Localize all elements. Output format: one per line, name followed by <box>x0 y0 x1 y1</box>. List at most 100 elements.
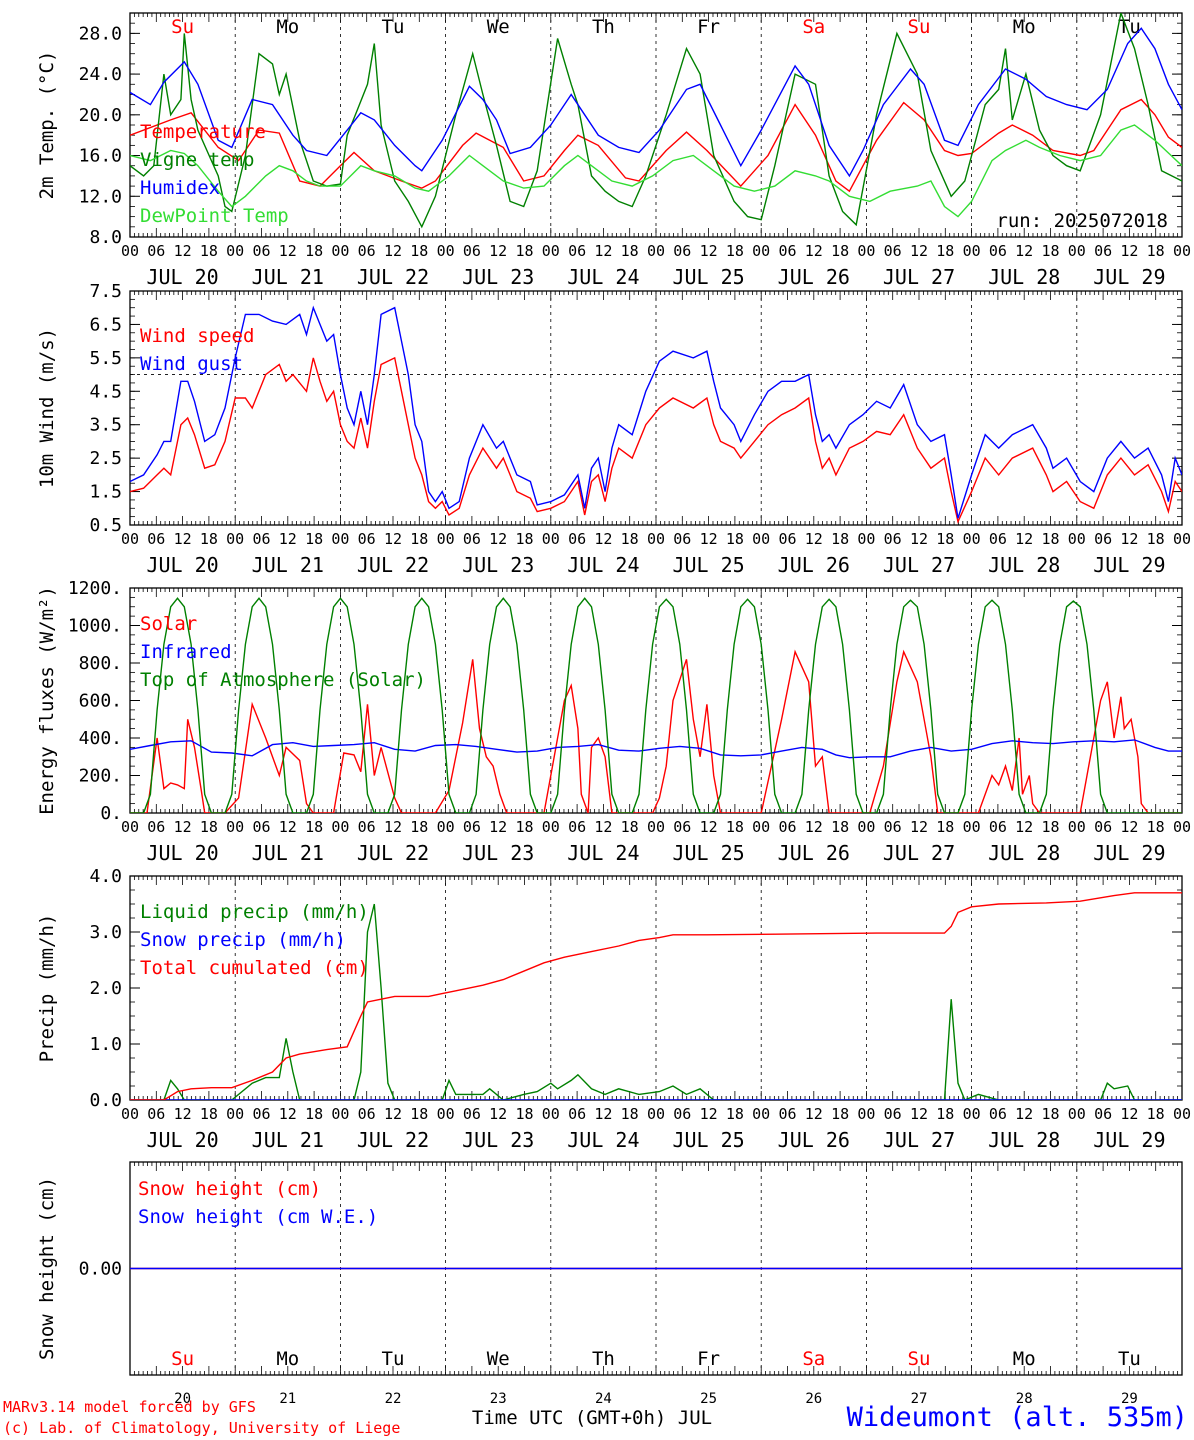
day-number-label: 23 <box>490 1391 507 1407</box>
x-date-label: JUL 29 <box>1093 841 1165 865</box>
x-date-label: JUL 20 <box>146 841 218 865</box>
x-hour-label: 12 <box>910 530 928 548</box>
x-hour-label: 06 <box>884 1105 902 1123</box>
y-tick-label: 4.0 <box>89 866 122 887</box>
legend-entry: Infrared <box>140 641 232 663</box>
x-date-label: JUL 28 <box>988 1128 1060 1152</box>
x-hour-label: 00 <box>647 1105 665 1123</box>
x-hour-label: 18 <box>1041 242 1059 260</box>
x-hour-label: 18 <box>831 1105 849 1123</box>
x-hour-label: 00 <box>331 818 349 836</box>
legend-entry: Snow precip (mm/h) <box>140 929 346 951</box>
weekday-label: Mo <box>1013 1348 1036 1370</box>
x-hour-label: 18 <box>410 818 428 836</box>
x-hour-label: 12 <box>1120 530 1138 548</box>
x-hour-label: 18 <box>831 242 849 260</box>
x-hour-label: 18 <box>726 242 744 260</box>
x-hour-label: 00 <box>331 530 349 548</box>
x-hour-label: 12 <box>174 1105 192 1123</box>
series-line-infrared <box>130 739 1182 759</box>
panel-4: 0.0 1.0 2.0 3.0 4.0 Precip (mm/h) 00 06 12 18 00 06… <box>36 866 1191 1152</box>
x-hour-label: 18 <box>936 242 954 260</box>
weekday-label: Mo <box>276 1348 299 1370</box>
x-hour-label: 00 <box>437 1105 455 1123</box>
x-hour-label: 18 <box>200 530 218 548</box>
x-hour-label: 00 <box>963 818 981 836</box>
x-hour-label: 18 <box>1041 1105 1059 1123</box>
x-hour-label: 12 <box>174 530 192 548</box>
x-hour-label: 12 <box>279 530 297 548</box>
x-hour-label: 18 <box>515 818 533 836</box>
x-hour-label: 18 <box>1147 818 1165 836</box>
x-date-label: JUL 26 <box>778 265 850 289</box>
legend-entry: Solar <box>140 613 197 635</box>
y-tick-label: 2.5 <box>89 448 122 469</box>
x-hour-label: 18 <box>936 818 954 836</box>
y-tick-label: 0. <box>100 803 122 824</box>
series-line-dewpoint-temp <box>130 124 1182 218</box>
x-hour-label: 00 <box>752 530 770 548</box>
panel-5: 0.00 Snow height (cm) Su 20 Mo 21 Tu 22 We 23 Th 24… <box>36 1161 1183 1407</box>
x-date-label: JUL 27 <box>883 553 955 577</box>
x-hour-label: 00 <box>226 242 244 260</box>
x-date-label: JUL 23 <box>462 841 534 865</box>
x-hour-label: 06 <box>358 1105 376 1123</box>
legend-entry: Vigne temp <box>140 149 254 171</box>
x-date-label: JUL 29 <box>1093 553 1165 577</box>
x-hour-label: 00 <box>752 818 770 836</box>
x-hour-label: 06 <box>568 242 586 260</box>
x-hour-label: 00 <box>226 1105 244 1123</box>
x-hour-label: 06 <box>568 1105 586 1123</box>
x-hour-label: 00 <box>1068 1105 1086 1123</box>
x-date-label: JUL 23 <box>462 553 534 577</box>
x-hour-label: 00 <box>542 530 560 548</box>
x-hour-label: 06 <box>463 242 481 260</box>
x-hour-label: 00 <box>121 242 139 260</box>
x-hour-label: 18 <box>515 530 533 548</box>
x-date-label: JUL 24 <box>567 265 639 289</box>
weekday-label: Tu <box>1118 1348 1141 1370</box>
x-hour-label: 06 <box>252 242 270 260</box>
legend-entry: Snow height (cm) <box>138 1178 321 1200</box>
day-number-label: 20 <box>174 1391 191 1407</box>
legend-entry: Snow height (cm W.E.) <box>138 1206 378 1228</box>
legend-entry: Humidex <box>140 177 220 199</box>
y-axis-label: 10m Wind (m/s) <box>36 328 58 488</box>
x-date-label: JUL 22 <box>357 553 429 577</box>
y-axis-label: Energy fluxes (W/m²) <box>36 586 58 815</box>
x-date-label: JUL 20 <box>146 1128 218 1152</box>
x-hour-label: 06 <box>989 1105 1007 1123</box>
x-hour-label: 18 <box>1147 1105 1165 1123</box>
day-number-label: 24 <box>595 1391 612 1407</box>
x-hour-label: 06 <box>147 530 165 548</box>
x-hour-label: 06 <box>778 530 796 548</box>
x-hour-label: 00 <box>647 242 665 260</box>
x-hour-label: 18 <box>410 242 428 260</box>
y-tick-label: 400. <box>79 728 122 749</box>
x-hour-label: 12 <box>1120 242 1138 260</box>
x-date-label: JUL 25 <box>672 841 744 865</box>
x-hour-label: 06 <box>463 530 481 548</box>
day-number-label: 25 <box>700 1391 717 1407</box>
x-date-label: JUL 22 <box>357 1128 429 1152</box>
y-tick-label: 12.0 <box>79 186 122 207</box>
series-line-solar <box>130 649 1182 813</box>
x-hour-label: 12 <box>279 242 297 260</box>
x-hour-label: 06 <box>673 1105 691 1123</box>
series-line-wind-speed <box>130 356 1182 524</box>
x-hour-label: 12 <box>805 242 823 260</box>
x-hour-label: 18 <box>621 242 639 260</box>
y-axis-label: Snow height (cm) <box>36 1177 58 1360</box>
x-hour-label: 18 <box>831 818 849 836</box>
x-date-label: JUL 24 <box>567 841 639 865</box>
x-hour-label: 12 <box>594 1105 612 1123</box>
x-hour-label: 12 <box>910 1105 928 1123</box>
weekday-label: Sa <box>802 1348 825 1370</box>
x-hour-label: 12 <box>1015 1105 1033 1123</box>
weekday-label: Su <box>908 16 931 38</box>
x-hour-label: 12 <box>805 530 823 548</box>
x-hour-label: 18 <box>621 1105 639 1123</box>
x-hour-label: 00 <box>226 530 244 548</box>
x-hour-label: 18 <box>200 818 218 836</box>
